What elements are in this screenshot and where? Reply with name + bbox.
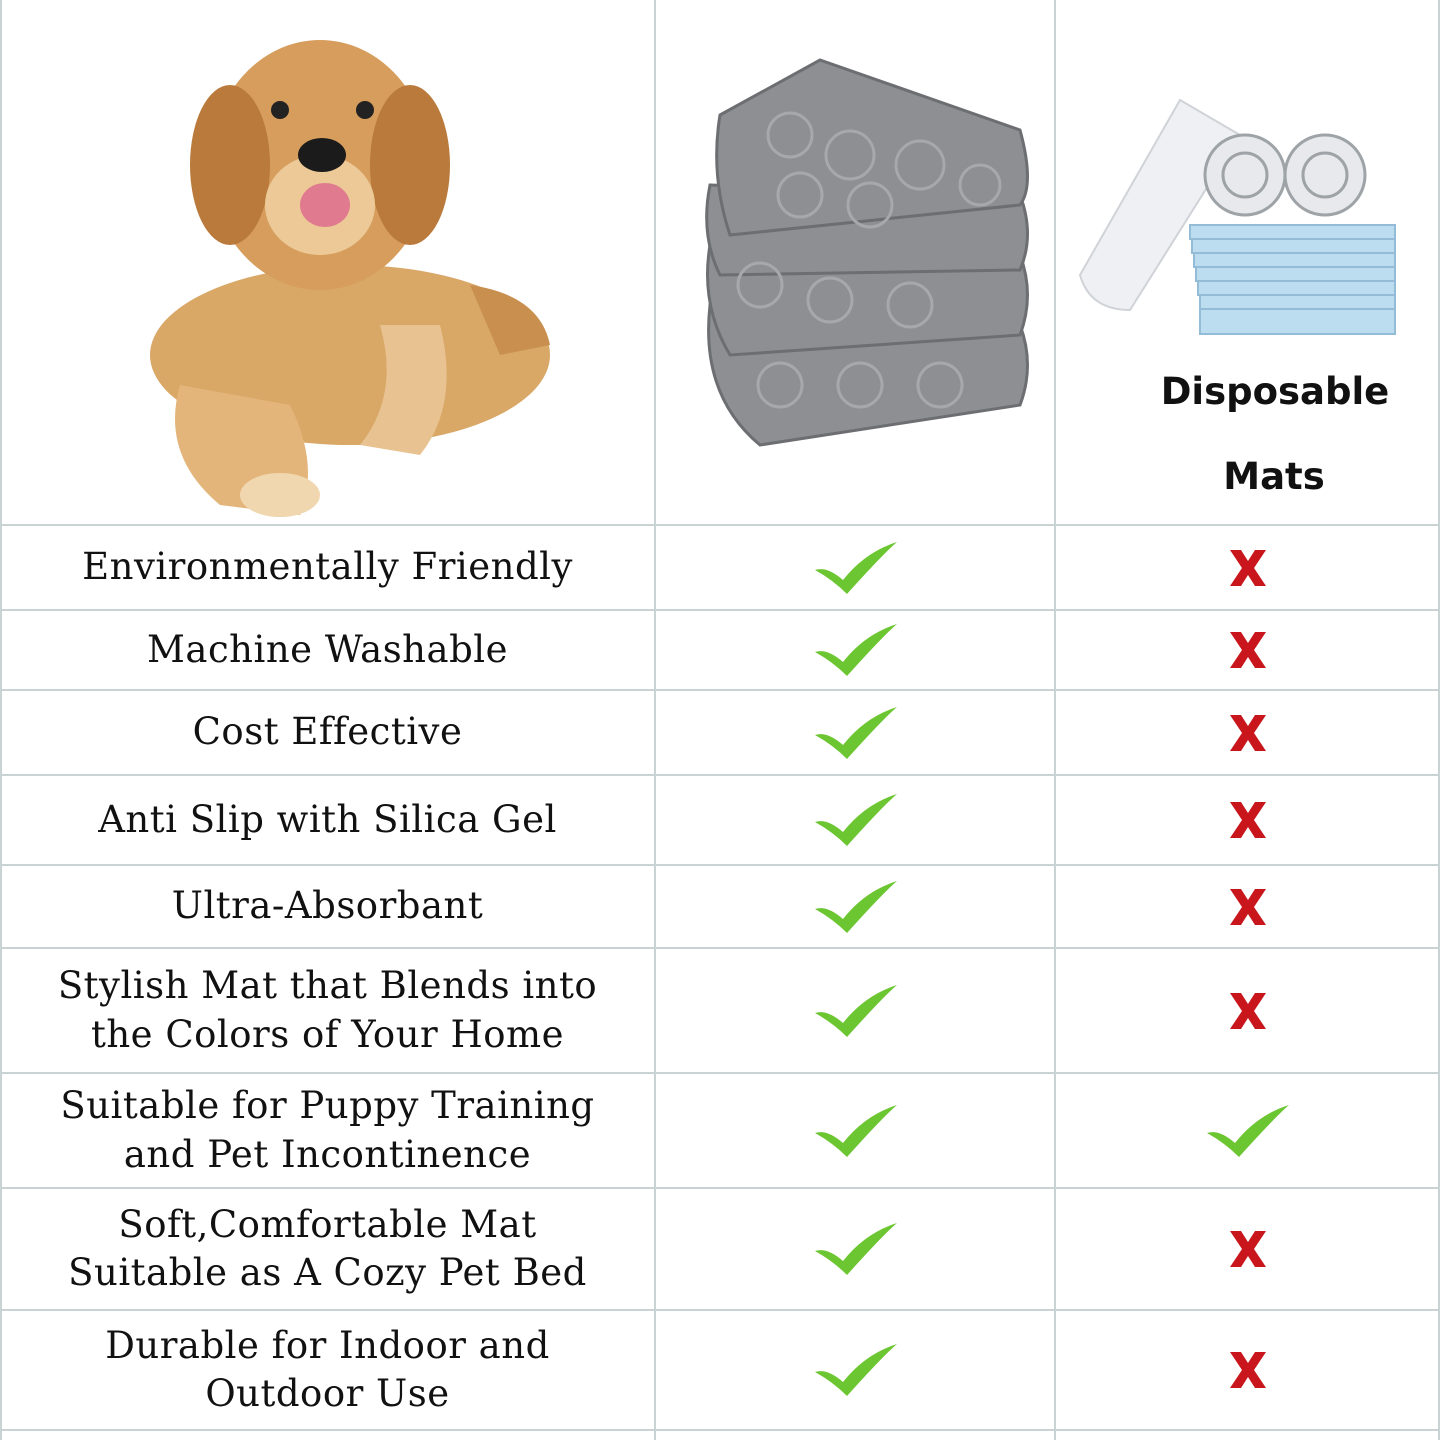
grid-line bbox=[0, 689, 1440, 691]
cross-icon bbox=[1228, 800, 1268, 840]
feature-label-line: Durable for Indoor and bbox=[105, 1323, 550, 1367]
feature-label-line: Outdoor Use bbox=[205, 1372, 450, 1415]
check-icon bbox=[813, 1221, 899, 1277]
reusable-cell bbox=[656, 865, 1055, 948]
grid-line bbox=[1054, 0, 1056, 1440]
check-icon bbox=[1205, 1103, 1291, 1159]
reusable-cell bbox=[656, 690, 1055, 775]
cross-icon bbox=[1228, 713, 1268, 753]
cross-icon bbox=[1228, 548, 1268, 588]
reusable-cell bbox=[656, 610, 1055, 690]
feature-label-line: Environmentally Friendly bbox=[82, 545, 573, 589]
feature-label-line: Ultra-Absorbant bbox=[171, 884, 484, 928]
check-icon bbox=[813, 792, 899, 848]
grid-line bbox=[0, 774, 1440, 776]
cross-icon bbox=[1228, 1350, 1268, 1390]
disposable-label-line1: Disposable bbox=[1160, 370, 1390, 413]
feature-label: Environmentally Friendly bbox=[0, 525, 655, 610]
disposable-cell bbox=[1056, 1073, 1440, 1188]
grid-line bbox=[0, 947, 1440, 949]
grid-line bbox=[0, 524, 1440, 526]
grid-line bbox=[0, 1309, 1440, 1311]
disposable-cell bbox=[1056, 525, 1440, 610]
grid-line bbox=[0, 1187, 1440, 1189]
dog-image bbox=[140, 25, 560, 525]
grid-line bbox=[0, 1072, 1440, 1074]
disposable-mat-image bbox=[1070, 95, 1400, 345]
cross-icon bbox=[1228, 887, 1268, 927]
grid-line bbox=[1438, 0, 1440, 1440]
feature-label: Cost Effective bbox=[0, 690, 655, 775]
reusable-cell bbox=[656, 1310, 1055, 1430]
reusable-cell bbox=[656, 1188, 1055, 1310]
feature-label: Anti Slip with Silica Gel bbox=[0, 775, 655, 865]
feature-label: Durable for Indoor and Outdoor Use bbox=[0, 1310, 655, 1430]
feature-label: Machine Washable bbox=[0, 610, 655, 690]
feature-label: Stylish Mat that Blends into the Colors o… bbox=[0, 948, 655, 1073]
cross-icon bbox=[1228, 991, 1268, 1031]
feature-label-line: and Pet Incontinence bbox=[123, 1132, 532, 1176]
reusable-mat-image bbox=[700, 55, 1035, 450]
check-icon bbox=[813, 1342, 899, 1398]
cross-icon bbox=[1228, 1229, 1268, 1269]
feature-label-line: Stylish Mat that Blends into bbox=[57, 964, 598, 1008]
reusable-cell bbox=[656, 525, 1055, 610]
disposable-cell bbox=[1056, 610, 1440, 690]
feature-label-line: the Colors of Your Home bbox=[90, 1012, 564, 1056]
disposable-cell bbox=[1056, 865, 1440, 948]
reusable-cell bbox=[656, 1073, 1055, 1188]
grid-line bbox=[0, 609, 1440, 611]
grid-line bbox=[0, 0, 2, 1440]
disposable-label-line2: Mats bbox=[1223, 455, 1325, 498]
feature-label-line: Suitable as A Cozy Pet Bed bbox=[68, 1251, 587, 1294]
disposable-cell bbox=[1056, 948, 1440, 1073]
check-icon bbox=[813, 1103, 899, 1159]
grid-line bbox=[0, 1429, 1440, 1431]
disposable-cell bbox=[1056, 690, 1440, 775]
disposable-cell bbox=[1056, 775, 1440, 865]
check-icon bbox=[813, 622, 899, 678]
feature-label: Soft,Comfortable Mat Suitable as A Cozy P… bbox=[0, 1188, 655, 1310]
check-icon bbox=[813, 705, 899, 761]
reusable-cell bbox=[656, 948, 1055, 1073]
grid-line bbox=[654, 0, 656, 1440]
feature-label-line: Soft,Comfortable Mat bbox=[118, 1202, 537, 1246]
reusable-cell bbox=[656, 775, 1055, 865]
feature-label: Suitable for Puppy Training and Pet Incon… bbox=[0, 1073, 655, 1188]
check-icon bbox=[813, 983, 899, 1039]
cross-icon bbox=[1228, 630, 1268, 670]
feature-label-line: Machine Washable bbox=[147, 627, 508, 671]
feature-label-line: Cost Effective bbox=[192, 710, 463, 754]
feature-label-line: Anti Slip with Silica Gel bbox=[98, 797, 557, 841]
feature-label: Ultra-Absorbant bbox=[0, 865, 655, 948]
feature-label-line: Suitable for Puppy Training bbox=[60, 1084, 595, 1128]
grid-line bbox=[0, 864, 1440, 866]
check-icon bbox=[813, 540, 899, 596]
disposable-cell bbox=[1056, 1310, 1440, 1430]
check-icon bbox=[813, 879, 899, 935]
disposable-cell bbox=[1056, 1188, 1440, 1310]
